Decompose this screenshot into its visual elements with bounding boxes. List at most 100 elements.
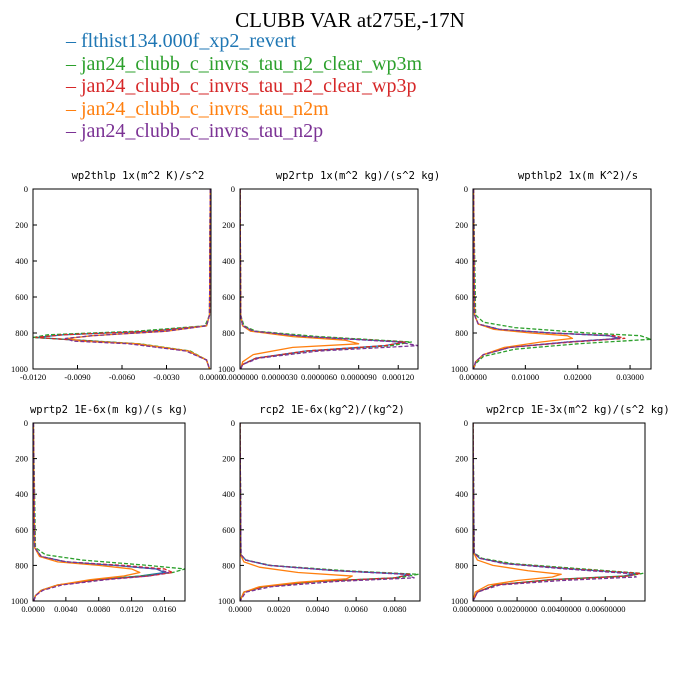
y-tick-label: 800 — [222, 560, 235, 570]
series-line — [240, 189, 406, 369]
x-tick-label: 0.0040 — [54, 604, 77, 614]
y-tick-label: 1000 — [218, 596, 235, 606]
chart-title: wp2thlp 1x(m^2 K)/s^2 — [72, 170, 205, 182]
series-group — [473, 189, 651, 369]
legend-entry-label: jan24_clubb_c_invrs_tau_n2_clear_wp3m — [81, 52, 423, 75]
series-line — [473, 189, 574, 369]
chart-panel: wp2rcp 1E-3x(m^2 kg)/(s^2 kg) 0 200 400 600 8… — [451, 404, 670, 614]
legend-entry: – jan24_clubb_c_invrs_tau_n2_clear_wp3p — [66, 75, 422, 98]
x-tick-label: 0.0000090 — [341, 372, 377, 382]
y-tick-label: 0 — [231, 418, 235, 428]
legend-entry-label: jan24_clubb_c_invrs_tau_n2m — [81, 97, 329, 120]
plot-frame — [32, 188, 212, 370]
series-line — [240, 189, 406, 369]
y-tick-label: 1000 — [218, 364, 235, 374]
series-group — [240, 189, 418, 369]
series-line — [33, 189, 211, 369]
y-tick-label: 0 — [231, 184, 235, 194]
series-line — [240, 423, 353, 601]
x-tick-label: 0.0000 — [228, 604, 251, 614]
y-tick-label: 1000 — [451, 364, 468, 374]
x-tick-label: 0.0000060 — [301, 372, 337, 382]
legend-swatch: – — [66, 75, 81, 97]
y-tick-label: 200 — [222, 454, 235, 464]
series-group — [33, 189, 211, 369]
series-line — [33, 423, 170, 601]
x-tick-label: 0.01000 — [512, 372, 540, 382]
series-group — [33, 423, 185, 601]
y-tick-label: 800 — [222, 328, 235, 338]
x-tick-label: 0.000120 — [382, 372, 414, 382]
x-tick-label: 0.0160 — [153, 604, 176, 614]
series-line — [35, 189, 211, 369]
y-tick-label: 600 — [455, 525, 468, 535]
y-tick-label: 600 — [15, 292, 28, 302]
legend-entry-label: jan24_clubb_c_invrs_tau_n2p — [81, 120, 324, 142]
legend-entry-label: jan24_clubb_c_invrs_tau_n2_clear_wp3p — [81, 75, 417, 97]
series-line — [240, 423, 411, 601]
y-tick-label: 800 — [455, 560, 468, 570]
figure-title: CLUBB VAR at275E,-17N — [235, 8, 465, 32]
x-tick-label: -0.0120 — [20, 372, 46, 382]
series-line — [35, 189, 211, 369]
series-line — [240, 189, 413, 369]
chart-title: wp2rtp 1x(m^2 kg)/(s^2 kg) — [276, 170, 440, 182]
x-tick-label: 0.0020 — [267, 604, 290, 614]
legend-entry: – jan24_clubb_c_invrs_tau_n2m — [66, 98, 422, 121]
series-line — [240, 189, 360, 369]
y-tick-label: 800 — [15, 328, 28, 338]
series-line — [473, 423, 637, 601]
x-tick-label: -0.0060 — [109, 372, 135, 382]
legend-entry: – jan24_clubb_c_invrs_tau_n2p — [66, 120, 422, 143]
x-tick-label: 0.00600000 — [585, 604, 625, 614]
x-tick-label: 0.00000 — [459, 372, 487, 382]
y-tick-label: 200 — [222, 220, 235, 230]
series-line — [473, 423, 644, 601]
legend-swatch: – — [66, 30, 81, 52]
y-tick-label: 400 — [15, 256, 28, 266]
legend-swatch: – — [66, 97, 81, 120]
series-group — [473, 423, 644, 601]
plot-frame — [239, 422, 421, 602]
y-tick-label: 600 — [222, 525, 235, 535]
x-tick-label: 0.00000000 — [453, 604, 493, 614]
chart-panel: wprtp2 1E-6x(m kg)/(s kg)0 200 400 600 800 10… — [11, 404, 188, 614]
series-group — [240, 423, 419, 601]
y-tick-label: 200 — [15, 454, 28, 464]
chart-title: wpthlp2 1x(m K^2)/s — [518, 170, 638, 182]
chart-panel: wp2thlp 1x(m^2 K)/s^202004006008001000-0… — [11, 170, 223, 382]
y-tick-label: 400 — [455, 256, 468, 266]
x-tick-label: 0.0080 — [87, 604, 110, 614]
y-tick-label: 400 — [15, 489, 28, 499]
y-tick-label: 400 — [222, 256, 235, 266]
y-tick-label: 0 — [24, 184, 28, 194]
plot-frame — [239, 188, 419, 370]
x-tick-label: 0.00200000 — [497, 604, 537, 614]
y-tick-label: 800 — [455, 328, 468, 338]
y-tick-label: 400 — [455, 489, 468, 499]
y-tick-label: 0 — [24, 418, 28, 428]
y-tick-label: 0 — [464, 418, 468, 428]
x-tick-label: 0.0080 — [383, 604, 406, 614]
x-tick-label: 0.0060 — [344, 604, 367, 614]
legend: – flthist134.000f_xp2_revert – jan24_clu… — [66, 30, 422, 143]
legend-entry-label: flthist134.000f_xp2_revert — [81, 30, 296, 52]
x-tick-label: 0.00400000 — [541, 604, 581, 614]
x-tick-label: 0.0000030 — [261, 372, 297, 382]
y-tick-label: 600 — [15, 525, 28, 535]
x-tick-label: 0.0040 — [306, 604, 329, 614]
y-tick-label: 200 — [455, 220, 468, 230]
series-line — [240, 189, 418, 369]
plot-frame — [472, 422, 646, 602]
series-line — [473, 189, 651, 369]
chart-panel: wpthlp2 1x(m K^2)/s 0 200 400 600 800 10000.00… — [451, 170, 652, 382]
y-tick-label: 1000 — [11, 364, 28, 374]
y-tick-label: 0 — [464, 184, 468, 194]
series-line — [64, 189, 211, 369]
y-tick-label: 400 — [222, 489, 235, 499]
x-tick-label: 0.0000000 — [222, 372, 258, 382]
chart-title: wp2rcp 1E-3x(m^2 kg)/(s^2 kg) — [486, 404, 669, 416]
legend-entry: – jan24_clubb_c_invrs_tau_n2_clear_wp3m — [66, 53, 422, 76]
x-tick-label: -0.0090 — [64, 372, 90, 382]
